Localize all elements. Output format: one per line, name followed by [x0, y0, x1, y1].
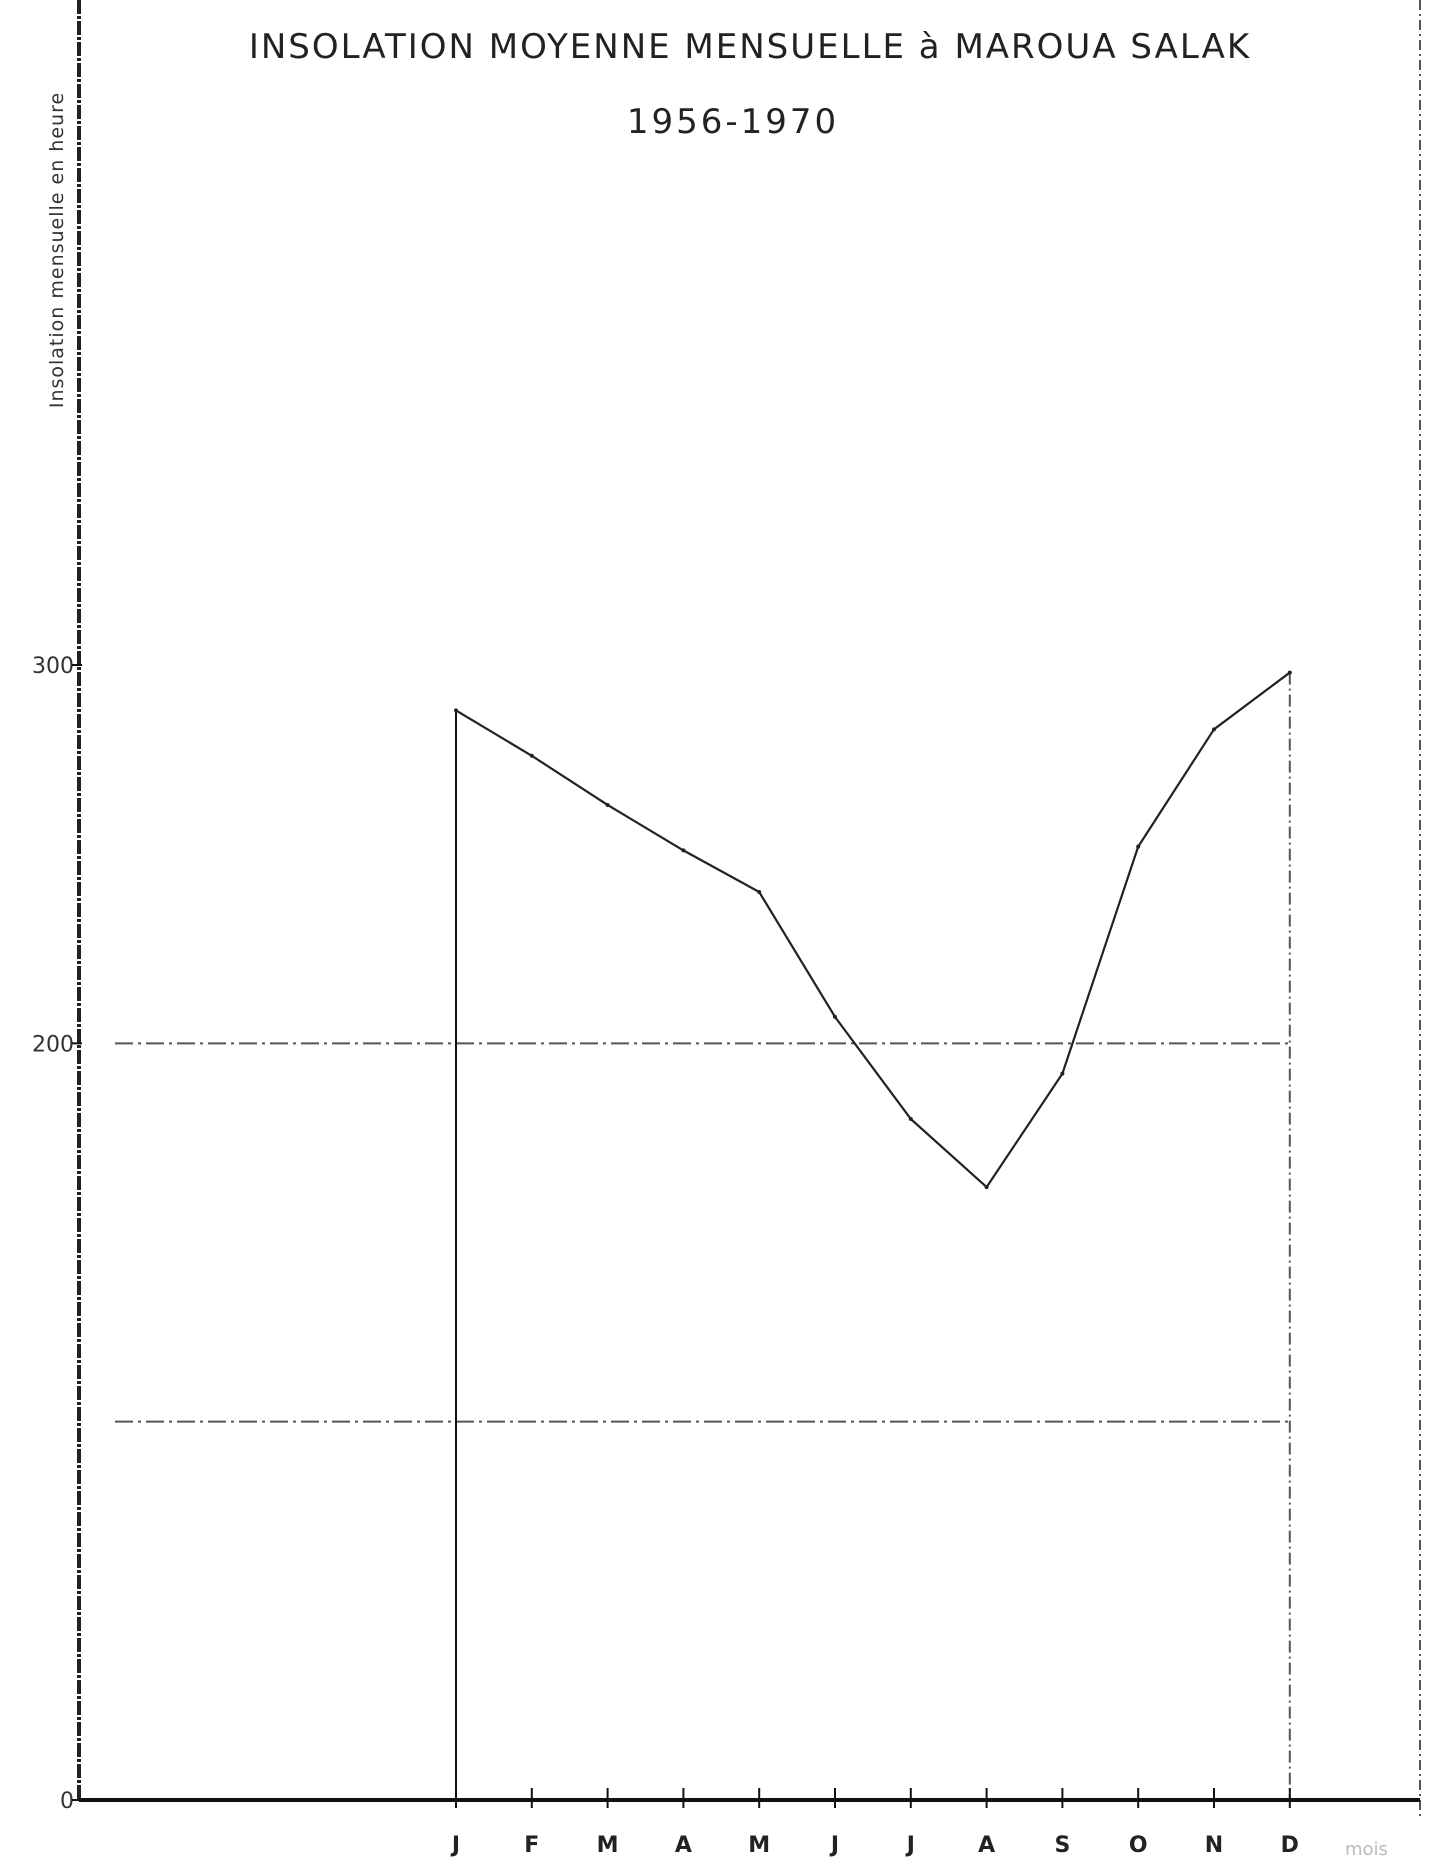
chart-subtitle: 1956-1970	[627, 102, 839, 142]
data-point-1	[454, 708, 458, 713]
x-tick-label-9: S	[1054, 1833, 1070, 1858]
x-tick-label-11: N	[1205, 1833, 1223, 1858]
data-point-3	[605, 802, 610, 807]
data-point-10	[1136, 844, 1141, 849]
data-point-9	[1060, 1071, 1065, 1076]
y-tick-label-0: 0	[60, 1789, 74, 1814]
y-ticks: 0 200 300	[32, 654, 82, 1814]
x-tick-label-1: J	[450, 1833, 460, 1858]
data-point-5	[757, 890, 762, 894]
data-point-7	[908, 1117, 913, 1121]
data-point-12	[1287, 670, 1292, 675]
x-tick-label-10: O	[1129, 1833, 1148, 1858]
x-tick-label-5: M	[748, 1833, 770, 1858]
x-tick-label-4: A	[675, 1833, 692, 1858]
x-tick-label-12: D	[1281, 1833, 1299, 1858]
data-point-4	[681, 848, 686, 853]
x-tick-label-2: F	[524, 1833, 539, 1858]
y-tick-label-200: 200	[32, 1032, 74, 1057]
data-point-2	[529, 753, 534, 758]
chart-title: INSOLATION MOYENNE MENSUELLE à MAROUA SA…	[249, 27, 1251, 67]
gridlines	[115, 1042, 1290, 1423]
x-tick-label-8: A	[978, 1833, 995, 1858]
x-tick-label-6: J	[829, 1833, 839, 1858]
x-tick-label-7: J	[905, 1833, 915, 1858]
x-axis-label: mois	[1345, 1839, 1388, 1859]
data-point-11	[1212, 727, 1216, 732]
y-axis-label: Insolation mensuelle en heure	[46, 92, 68, 408]
data-point-6	[833, 1014, 837, 1019]
data-point-8	[984, 1185, 989, 1190]
x-tick-label-3: M	[597, 1833, 619, 1858]
series	[454, 670, 1292, 1190]
axes	[79, 672, 1420, 1802]
series-line-0	[455, 671, 1291, 1189]
y-tick-label-300: 300	[32, 654, 74, 679]
